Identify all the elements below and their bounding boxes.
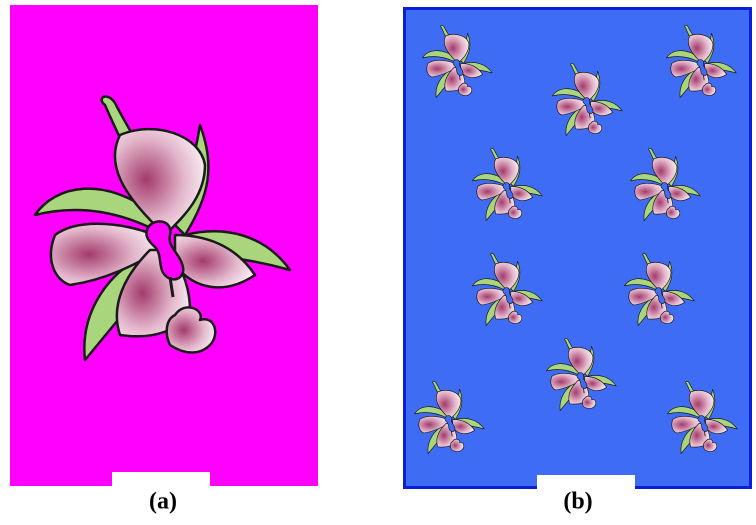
notch xyxy=(537,475,635,489)
panel-label: (b) xyxy=(563,489,592,515)
notch xyxy=(112,472,210,486)
figure: (a) (b) xyxy=(0,0,756,525)
panel-label: (a) xyxy=(149,489,177,515)
page: (a) (b) (() => { const data = JSON.parse… xyxy=(0,0,756,525)
